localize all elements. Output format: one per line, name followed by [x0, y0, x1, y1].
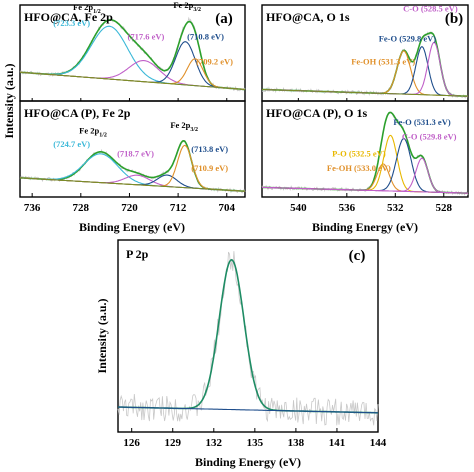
b-bot-label-1: C-O (529.8 eV)	[402, 131, 457, 141]
a-tick-label-1: 728	[73, 202, 90, 214]
panel-a: HFO@CA, Fe 2p HFO@CA (P), Fe 2p (a) Fe 2…	[2, 0, 246, 234]
panel-b-bottom-title: HFO@CA (P), O 1s	[266, 106, 367, 120]
panel-c-letter: (c)	[349, 248, 366, 264]
a-top-series-0	[19, 16, 246, 92]
a-bot-series-6	[19, 177, 245, 192]
panel-c-xlabel: Binding Energy (eV)	[195, 455, 301, 469]
b-top-series-3	[262, 46, 468, 97]
c-series-1	[117, 258, 378, 414]
b-top-label-0: C-O (528.5 eV)	[403, 4, 458, 14]
panel-c-curves	[117, 251, 379, 426]
c-tick-label-4: 138	[288, 437, 305, 449]
panel-c-frame	[117, 239, 379, 433]
panel-a-top-title: HFO@CA, Fe 2p	[24, 10, 113, 24]
b-top-series-4	[262, 41, 468, 97]
panel-b-bottom-peak-labels: Fe-O (531.3 eV) C-O (529.8 eV) P-O (532.5 …	[327, 117, 457, 173]
panel-b-x-ticks: 540 536 532 528	[290, 98, 453, 214]
panel-b-bottom-frame	[261, 100, 469, 198]
panel-a-bottom-title: HFO@CA (P), Fe 2p	[24, 106, 131, 120]
panel-b-letter: (b)	[445, 11, 463, 27]
b-top-label-2: Fe-OH (531.3 eV)	[351, 57, 415, 67]
b-tick-label-3: 528	[436, 202, 453, 214]
a-tick-label-3: 712	[170, 202, 187, 214]
a-top-series-1	[19, 19, 246, 91]
panel-a-top-peak-labels: Fe 2p1/2 Fe 2p3/2 (723.3 eV) (717.6 eV) (710…	[53, 0, 233, 67]
panel-a-ylabel: Intensity (a.u.)	[2, 63, 16, 138]
a-bot-label-1: Fe 2p3/2	[170, 120, 198, 133]
panel-b: HFO@CA, O 1s HFO@CA (P), O 1s (b) C-O (5…	[261, 4, 469, 234]
panel-a-top-curves	[19, 16, 246, 92]
panel-b-top-title: HFO@CA, O 1s	[266, 10, 350, 24]
panel-c-x-ticks: 126 129 132 135 138 141 144	[123, 428, 387, 449]
a-bot-label-3: (718.7 eV)	[117, 149, 154, 159]
panel-b-bottom-curves	[261, 111, 469, 196]
a-top-label-2: (723.3 eV)	[53, 18, 90, 28]
a-top-label-1: Fe 2p3/2	[173, 0, 201, 13]
c-tick-label-2: 132	[206, 437, 223, 449]
panel-c-ylabel: Intensity (a.u.)	[95, 298, 109, 373]
a-top-series-6	[19, 71, 246, 91]
a-top-label-5: (709.2 eV)	[196, 57, 233, 67]
b-bot-series-6	[262, 186, 469, 194]
b-tick-label-2: 532	[387, 202, 404, 214]
c-series-0	[117, 251, 379, 426]
a-bot-label-4: (713.8 eV)	[191, 144, 228, 154]
c-tick-label-3: 135	[247, 437, 264, 449]
b-bot-label-3: Fe-OH (533.0 eV)	[327, 163, 391, 173]
a-bot-label-2: (724.7 eV)	[53, 139, 90, 149]
c-tick-label-0: 126	[123, 437, 140, 449]
a-bot-label-0: Fe 2p1/2	[79, 126, 107, 139]
a-bot-label-5: (710.9 eV)	[191, 163, 228, 173]
a-top-label-4: (710.8 eV)	[187, 32, 224, 42]
b-tick-label-1: 536	[339, 202, 356, 214]
panel-b-xlabel: Binding Energy (eV)	[312, 220, 418, 234]
c-tick-label-1: 129	[164, 437, 181, 449]
panel-a-x-ticks: 736 728 720 712 704	[24, 98, 236, 214]
panel-c: P 2p (c) 126 129 132 135 138 141 144 Binding E…	[95, 239, 387, 469]
b-bot-label-0: Fe-O (531.3 eV)	[393, 117, 451, 127]
a-tick-label-4: 704	[219, 202, 236, 214]
a-top-label-0: Fe 2p1/2	[73, 2, 101, 15]
c-tick-label-6: 144	[370, 437, 387, 449]
panel-a-xlabel: Binding Energy (eV)	[79, 220, 185, 234]
panel-b-top-peak-labels: C-O (528.5 eV) Fe-O (529.8 eV) Fe-OH (531.…	[351, 4, 458, 67]
b-top-series-5	[262, 88, 468, 97]
a-top-label-3: (717.6 eV)	[127, 32, 164, 42]
panel-a-bottom-frame	[19, 100, 246, 198]
panel-b-top-curves	[262, 30, 469, 99]
panel-a-bottom-peak-labels: Fe 2p1/2 Fe 2p3/2 (724.7 eV) (718.7 eV) (713…	[53, 120, 228, 173]
c-tick-label-5: 141	[329, 437, 346, 449]
b-tick-label-0: 540	[290, 202, 307, 214]
b-bot-label-2: P-O (532.5 eV)	[332, 149, 386, 159]
panel-a-bottom-curves	[19, 139, 246, 194]
panel-a-letter: (a)	[215, 11, 233, 27]
b-top-label-1: Fe-O (529.8 eV)	[379, 34, 437, 44]
a-tick-label-2: 720	[121, 202, 138, 214]
c-series-2	[117, 406, 378, 414]
panel-c-title: P 2p	[126, 247, 149, 261]
a-tick-label-0: 736	[24, 202, 41, 214]
